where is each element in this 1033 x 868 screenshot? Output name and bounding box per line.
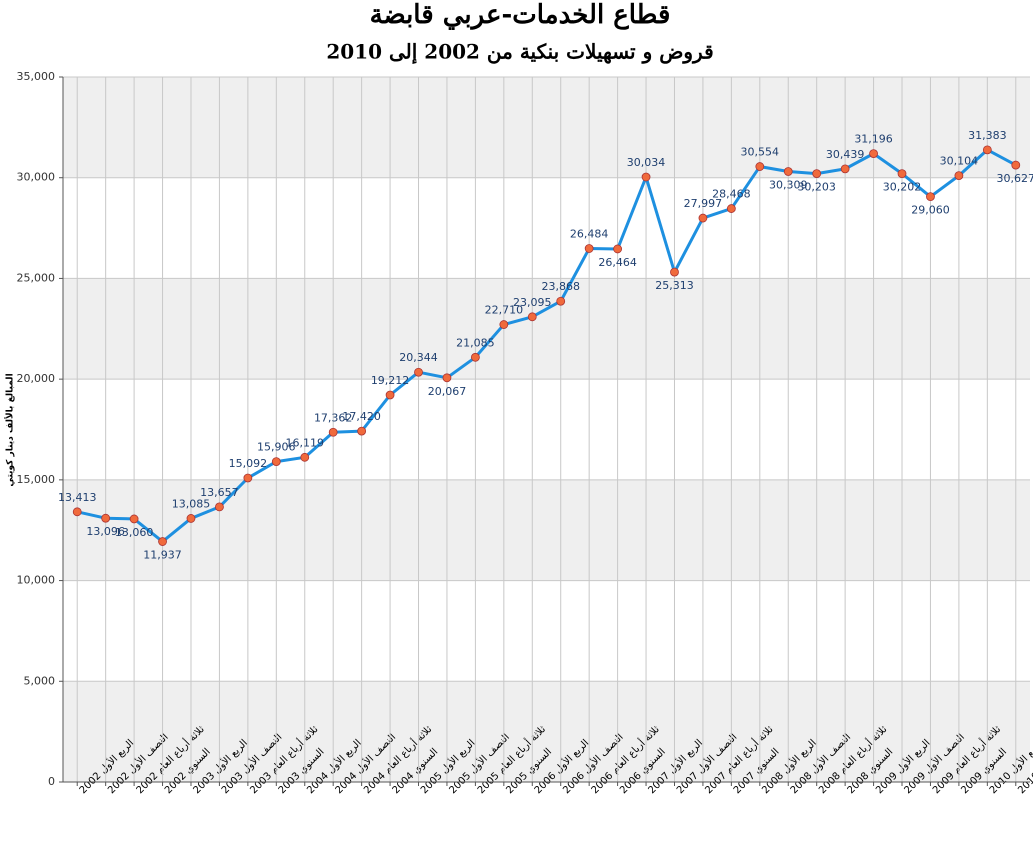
data-label: 30,309: [769, 178, 808, 191]
point: [215, 502, 224, 512]
point: [982, 145, 992, 155]
data-label: 13,096: [86, 525, 125, 538]
data-label: 20,067: [428, 385, 467, 398]
point: [101, 513, 111, 523]
point: [129, 514, 139, 524]
point: [499, 320, 509, 329]
data-label: 30,104: [940, 155, 979, 168]
data-label: 30,034: [627, 156, 666, 169]
point: [186, 514, 196, 523]
point: [328, 427, 338, 437]
data-label: 26,464: [598, 256, 637, 269]
data-label: 20,344: [399, 351, 438, 364]
data-label: 29,060: [911, 204, 950, 217]
data-label: 21,085: [456, 336, 495, 349]
data-label: 13,060: [115, 526, 154, 539]
data-label: 23,095: [513, 296, 552, 309]
point: [1011, 160, 1021, 170]
point: [584, 244, 594, 253]
data-label: 26,484: [570, 228, 609, 241]
grid-band: [63, 379, 1030, 480]
y-tick-label: 5,000: [24, 674, 56, 687]
point: [470, 352, 480, 362]
point: [271, 457, 281, 467]
point: [755, 162, 765, 171]
data-label: 28,468: [712, 188, 751, 201]
line: [76, 148, 1017, 544]
data-label: 30,627: [997, 172, 1033, 185]
grid-band: [63, 681, 1030, 782]
data-label: 31,196: [854, 133, 893, 146]
chart-title: قطاع الخدمات-عربي قابضة: [370, 0, 671, 30]
point: [812, 169, 822, 179]
data-label: 22,710: [485, 304, 524, 317]
point: [385, 390, 395, 400]
y-axis-label: المبالغ بالألف دينار كويتي: [4, 373, 16, 486]
point: [72, 507, 82, 517]
grid-band: [63, 580, 1030, 682]
data-label: 17,420: [342, 410, 381, 423]
y-tick-label: 25,000: [17, 271, 56, 284]
y-tick-label: 20,000: [17, 372, 56, 385]
point: [158, 537, 167, 546]
y-tick-label: 10,000: [17, 574, 56, 587]
point: [670, 267, 679, 277]
grid-band: [63, 177, 1030, 279]
point: [926, 192, 935, 202]
data-label: 30,203: [797, 181, 836, 194]
y-tick-label: 35,000: [17, 70, 56, 83]
grid-band: [63, 77, 1030, 178]
chart-subtitle: قروض و تسهيلات بنكية من 2002 إلى 2010: [326, 40, 713, 65]
data-label: 30,554: [741, 146, 780, 159]
y-tick-label: 15,000: [17, 473, 56, 486]
y-tick-label: 30,000: [17, 171, 56, 184]
grid-band: [63, 278, 1030, 380]
data-label: 11,937: [143, 549, 182, 562]
data-label: 15,092: [229, 457, 268, 470]
data-label: 13,413: [58, 491, 97, 504]
point: [726, 204, 736, 213]
data-label: 23,868: [541, 280, 580, 293]
data-label: 19,212: [371, 374, 410, 387]
point: [783, 167, 793, 176]
data-label: 17,362: [314, 411, 353, 424]
point: [613, 244, 623, 254]
point: [243, 473, 253, 483]
data-label: 31,383: [968, 129, 1007, 142]
data-label: 13,657: [200, 486, 239, 499]
data-label: 30,202: [883, 181, 922, 194]
point: [527, 312, 537, 322]
data-label: 13,085: [172, 497, 211, 510]
data-label: 30,439: [826, 148, 865, 161]
grid-band: [63, 479, 1030, 581]
point: [300, 452, 310, 462]
data-label: 25,313: [655, 279, 694, 292]
point: [897, 169, 907, 179]
point: [954, 171, 964, 181]
y-tick-label: 0: [48, 775, 55, 788]
data-label: 27,997: [684, 197, 723, 210]
point: [698, 213, 708, 223]
point: [840, 164, 850, 174]
data-label: 16,119: [286, 436, 325, 449]
point: [414, 367, 423, 377]
point: [442, 373, 452, 383]
point: [357, 426, 367, 436]
data-label: 15,906: [257, 441, 296, 454]
point: [641, 172, 651, 182]
point: [869, 149, 878, 159]
point: [556, 296, 566, 306]
